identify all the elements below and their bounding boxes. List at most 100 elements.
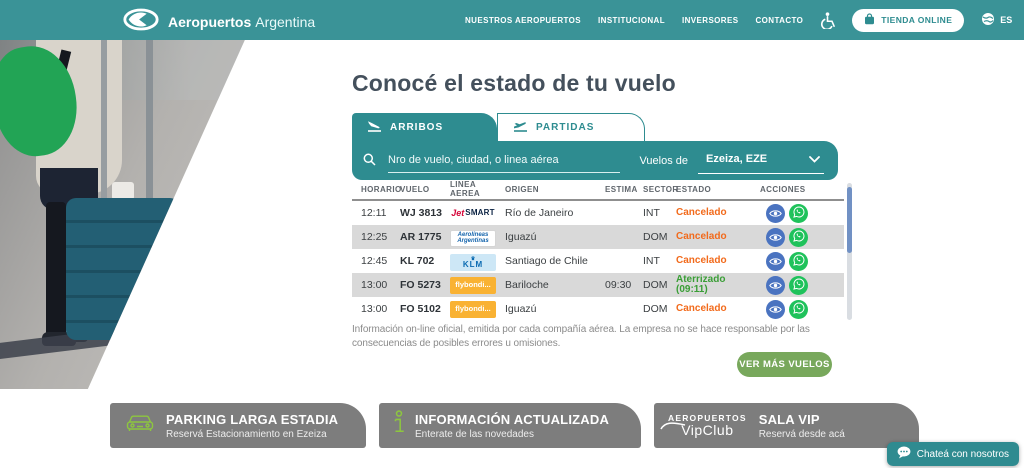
col-estado: ESTADO	[676, 184, 712, 194]
whatsapp-icon	[792, 253, 805, 269]
flight-origin: Río de Janeiro	[505, 207, 574, 219]
brand-logo[interactable]: Aeropuertos Argentina	[122, 7, 315, 37]
airline-logo-text: Aerolíneas	[457, 232, 489, 239]
flight-time: 13:00	[361, 303, 388, 315]
store-button-label: TIENDA ONLINE	[881, 15, 953, 25]
flight-row[interactable]: 13:00 FO 5273 flybondi... Bariloche 09:3…	[352, 273, 844, 297]
table-scrollbar[interactable]	[847, 183, 852, 320]
disclaimer-text: Información on-line oficial, emitida por…	[352, 324, 810, 349]
flight-number: KL 702	[400, 255, 435, 267]
flight-origin: Santiago de Chile	[505, 255, 588, 267]
whatsapp-icon	[792, 229, 805, 245]
flight-status-label: Cancelado	[676, 230, 727, 242]
nav-item-nuestros-aeropuertos[interactable]: NUESTROS AEROPUERTOS	[465, 15, 582, 25]
card-parking-subtitle: Reservá Estacionamiento en Ezeiza	[166, 428, 327, 440]
accessibility-icon[interactable]	[820, 11, 836, 29]
vipclub-logo-bottom: VipClub	[681, 422, 734, 439]
flight-tabs: ARRIBOS PARTIDAS	[352, 113, 645, 141]
col-acciones: ACCIONES	[760, 184, 806, 194]
info-icon	[393, 410, 405, 441]
whatsapp-icon	[792, 205, 805, 221]
brand-name-bold: Aeropuertos	[168, 14, 252, 30]
flight-row[interactable]: 12:45 KL 702 KLM Santiago de Chile INT C…	[352, 249, 844, 273]
eye-icon	[769, 230, 782, 245]
card-sala-vip-title: SALA VIP	[758, 411, 820, 427]
nav-item-inversores[interactable]: INVERSORES	[682, 15, 739, 25]
globe-icon	[981, 12, 995, 28]
airline-logo-text: flybondi...	[455, 304, 491, 314]
tab-partidas[interactable]: PARTIDAS	[497, 113, 645, 141]
whatsapp-button[interactable]	[789, 299, 808, 319]
flight-number: AR 1775	[400, 231, 442, 243]
airline-logo-cell: Aerolíneas Argentinas	[450, 227, 505, 247]
flight-search-input[interactable]	[388, 148, 620, 173]
nav-item-institucional[interactable]: INSTITUCIONAL	[598, 15, 665, 25]
card-sala-vip-subtitle: Reservá desde acá	[758, 428, 845, 440]
airline-logo-cell: flybondi...	[450, 276, 505, 294]
col-origen: ORIGEN	[505, 184, 539, 194]
flight-time: 12:25	[361, 231, 388, 243]
flight-sector: DOM	[643, 303, 668, 315]
flight-time: 13:00	[361, 279, 388, 291]
card-parking[interactable]: PARKING LARGA ESTADIA Reservá Estacionam…	[110, 403, 366, 448]
suitcase-handle-rod	[146, 40, 153, 210]
flight-sector: INT	[643, 255, 660, 267]
airline-logo-flybondi: flybondi...	[450, 276, 496, 294]
search-icon	[363, 153, 376, 171]
col-vuelo: VUELO	[400, 184, 430, 194]
flight-row[interactable]: 12:11 WJ 3813 Jet SMART Río de Janeiro IN…	[352, 201, 844, 225]
store-button[interactable]: TIENDA ONLINE	[852, 8, 965, 32]
whatsapp-button[interactable]	[789, 203, 808, 223]
airline-logo-flybondi: flybondi...	[450, 300, 496, 318]
airline-logo-text: Argentinas	[457, 238, 489, 245]
flight-status-label: Aterrizado (09:11)	[676, 273, 726, 295]
flight-actions	[760, 275, 844, 295]
flight-rows: 12:11 WJ 3813 Jet SMART Río de Janeiro IN…	[352, 201, 844, 319]
flight-actions	[760, 251, 844, 271]
flight-status-label: Cancelado	[676, 254, 727, 266]
brand-name-light: Argentina	[255, 14, 316, 30]
view-flight-button[interactable]	[766, 299, 785, 319]
see-more-flights-button[interactable]: VER MÁS VUELOS	[737, 352, 832, 377]
flight-origin: Iguazú	[505, 303, 537, 315]
card-informacion-subtitle: Enterate de las novedades	[415, 428, 534, 440]
flight-number: FO 5273	[400, 279, 441, 291]
flight-actions	[760, 227, 844, 247]
col-horario: HORARIO	[361, 184, 402, 194]
view-flight-button[interactable]	[766, 227, 785, 247]
flight-row[interactable]: 12:25 AR 1775 Aerolíneas Argentinas Iguaz…	[352, 225, 844, 249]
top-nav-bar: Aeropuertos Argentina NUESTROS AEROPUERT…	[0, 0, 1024, 40]
airport-select[interactable]: Ezeiza, EZE	[698, 148, 824, 174]
scrollbar-thumb[interactable]	[847, 187, 852, 253]
airline-logo-text: flybondi...	[455, 280, 491, 290]
whatsapp-button[interactable]	[789, 251, 808, 271]
whatsapp-button[interactable]	[789, 227, 808, 247]
eye-icon	[769, 278, 782, 293]
shopping-bag-icon	[864, 13, 875, 27]
flight-table-header: HORARIO VUELO LINEA AEREA ORIGEN ESTIMA …	[352, 179, 854, 199]
view-flight-button[interactable]	[766, 251, 785, 271]
chat-button-label: Chateá con nosotros	[916, 448, 1009, 460]
top-nav: NUESTROS AEROPUERTOS INSTITUCIONAL INVER…	[465, 0, 1012, 40]
traveler-leg	[46, 202, 66, 338]
flight-row[interactable]: 13:00 FO 5102 flybondi... Iguazú DOM Can…	[352, 297, 844, 319]
chat-bubble-icon	[897, 446, 911, 462]
view-flight-button[interactable]	[766, 275, 785, 295]
tab-arribos[interactable]: ARRIBOS	[352, 113, 497, 141]
whatsapp-button[interactable]	[789, 275, 808, 295]
nav-item-contacto[interactable]: CONTACTO	[755, 15, 804, 25]
airline-logo-aerolineas: Aerolíneas Argentinas	[450, 229, 496, 247]
vipclub-swoosh	[660, 419, 686, 435]
airline-logo-cell: flybondi...	[450, 300, 505, 318]
plane-landing-icon	[367, 120, 382, 135]
card-informacion[interactable]: INFORMACIÓN ACTUALIZADA Enterate de las …	[379, 403, 641, 448]
card-sala-vip[interactable]: AEROPUERTOS VipClub SALA VIP Reservá des…	[654, 403, 919, 448]
chat-button[interactable]: Chateá con nosotros	[886, 442, 1019, 466]
flight-sector: DOM	[643, 231, 668, 243]
eye-icon	[769, 254, 782, 269]
language-selector[interactable]: ES	[981, 12, 1012, 28]
language-label: ES	[1000, 15, 1013, 25]
view-flight-button[interactable]	[766, 203, 785, 223]
card-parking-title: PARKING LARGA ESTADIA	[166, 411, 339, 427]
